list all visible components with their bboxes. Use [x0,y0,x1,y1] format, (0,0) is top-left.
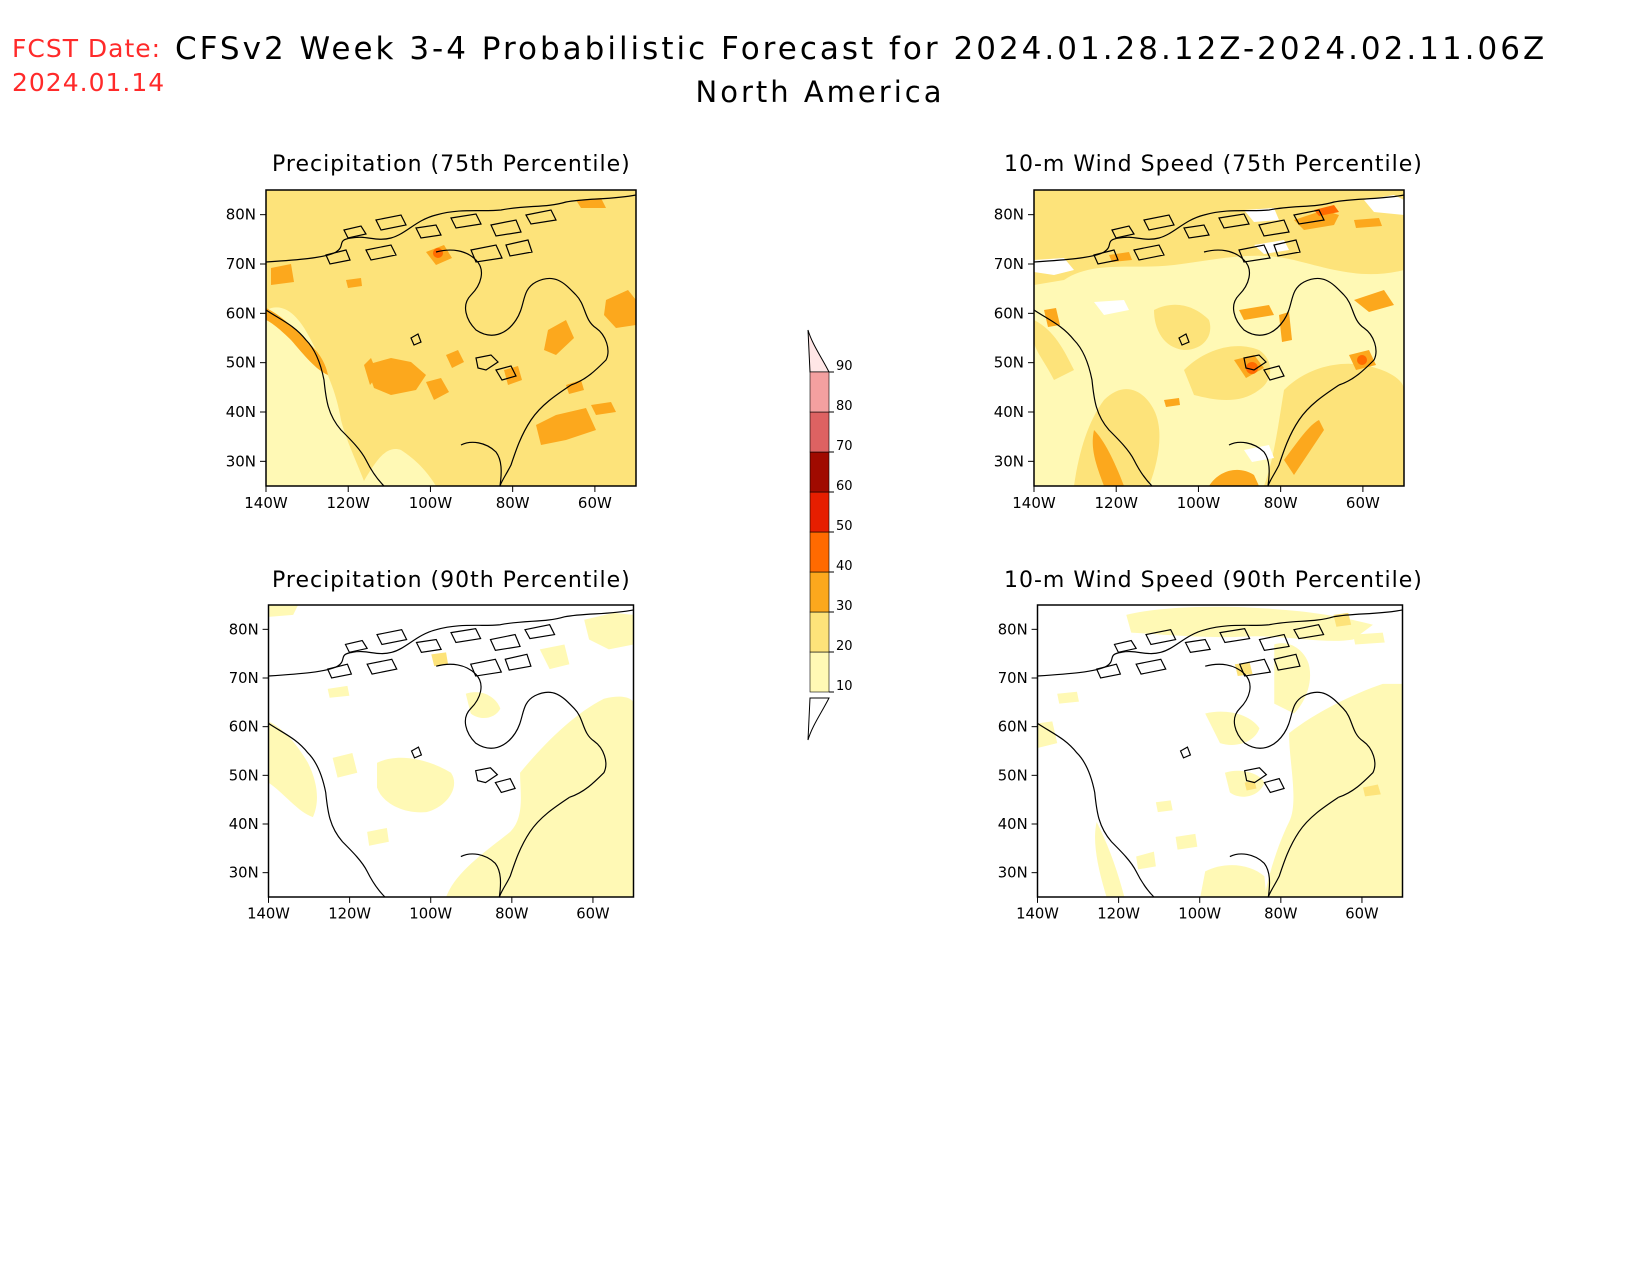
precip-75-lat-label: 40N [226,403,256,421]
wind-90-axes: 80N 70N 60N 50N 40N 30N 140W 120W 100W 80W 60W [998,621,1379,922]
fcst-date-label: FCST Date: [12,34,162,63]
colorbar-box [809,651,830,693]
colorbar-box [809,611,830,653]
precip-75-lat-label: 70N [226,255,256,273]
wind-90-lat-label: 30N [998,865,1028,882]
fcst-date-value: 2024.01.14 [12,68,166,97]
page-subtitle: North America [695,75,945,109]
precip-90-axes: 80N 70N 60N 50N 40N 30N 140W 120W 100W 80W 60W [229,621,610,922]
precip-75-lat-label: 50N [226,354,256,372]
wind-75-lat-label: 80N [994,206,1024,224]
wind-90-lat-label: 50N [998,767,1028,784]
colorbar-box [809,411,830,453]
wind-90-field [1037,605,1403,897]
colorbar-labels: 10 20 30 40 50 60 70 80 90 [829,359,853,694]
wind-75-lon-label: 80W [1264,494,1298,512]
wind-90-lon-label: 120W [1097,906,1140,923]
colorbar-boxes [809,371,830,693]
wind-75-lon-label: 120W [1094,494,1138,512]
panel-title-wind-90: 10-m Wind Speed (90th Percentile) [1004,568,1423,593]
precip-75-lon-label: 80W [496,494,530,512]
wind-90-lon-label: 100W [1178,906,1221,923]
wind-75-field [1034,190,1404,486]
precip-75-lon-label: 120W [326,494,370,512]
colorbar-label: 80 [836,399,853,414]
precip-90-lat-label: 70N [229,670,259,687]
colorbar-label: 60 [836,479,853,494]
map-precip-90: 80N 70N 60N 50N 40N 30N 140W 120W 100W 80W 60W [229,604,635,923]
wind-90-coastlines [1037,609,1403,898]
precip-90-lat-label: 80N [229,621,259,638]
precip-75-lon-label: 60W [578,494,612,512]
wind-75-lon-label: 140W [1012,494,1056,512]
wind-75-lat-label: 30N [994,452,1024,470]
wind-75-lat-label: 40N [994,403,1024,421]
map-precip-75: 80N 70N 60N 50N 40N 30N 140W 120W 100W 80W 60W [226,189,637,512]
colorbar-box [809,451,830,493]
colorbar-box [809,571,830,613]
colorbar-label: 70 [836,439,853,454]
wind-75-lon-label: 60W [1346,494,1380,512]
precip-90-field [268,605,634,897]
precip-75-lat-label: 60N [226,304,256,322]
precip-90-lon-label: 100W [409,906,452,923]
precip-75-lat-label: 80N [226,206,256,224]
precip-90-lon-label: 140W [247,906,290,923]
wind-90-lat-label: 60N [998,719,1028,736]
wind-90-lon-label: 60W [1345,906,1379,923]
precip-90-lat-label: 60N [229,719,259,736]
precip-90-lon-label: 120W [328,906,371,923]
colorbar-label: 50 [836,519,853,534]
wind-90-lat-label: 70N [998,670,1028,687]
precip-90-lon-label: 60W [576,906,610,923]
panel-title-wind-75: 10-m Wind Speed (75th Percentile) [1004,152,1423,177]
precip-75-field [266,190,636,486]
colorbar-box [809,491,830,533]
wind-90-lon-label: 80W [1264,906,1298,923]
wind-75-lat-label: 60N [994,304,1024,322]
precip-75-lat-label: 30N [226,452,256,470]
precip-75-axes: 80N 70N 60N 50N 40N 30N 140W 120W 100W 80W 60W [226,206,612,512]
precip-90-lat-label: 30N [229,865,259,882]
colorbar-label: 10 [836,679,853,694]
wind-90-lon-label: 140W [1016,906,1059,923]
precip-75-coastlines [265,194,637,487]
colorbar-label: 40 [836,559,853,574]
colorbar: 10 20 30 40 50 60 70 80 90 [807,329,853,741]
colorbar-label: 20 [836,639,853,654]
colorbar-top-cap [807,329,830,373]
panel-title-precip-90: Precipitation (90th Percentile) [272,568,631,593]
precip-90-lon-label: 80W [495,906,529,923]
map-wind-90: 80N 70N 60N 50N 40N 30N 140W 120W 100W 80W 60W [998,604,1404,923]
wind-75-lat-label: 70N [994,255,1024,273]
precip-90-lat-label: 50N [229,767,259,784]
wind-75-coastlines [1033,194,1405,487]
colorbar-bottom-cap [807,697,830,741]
precip-90-lat-label: 40N [229,816,259,833]
precip-75-lon-label: 140W [244,494,288,512]
colorbar-box [809,531,830,573]
wind-90-lat-label: 80N [998,621,1028,638]
precip-90-coastlines [268,609,634,898]
panel-title-precip-75: Precipitation (75th Percentile) [272,152,631,177]
map-wind-75: 80N 70N 60N 50N 40N 30N 140W 120W 100W 80W 60W [994,189,1405,512]
colorbar-box [809,371,830,413]
wind-75-axes: 80N 70N 60N 50N 40N 30N 140W 120W 100W 80W 60W [994,206,1380,512]
colorbar-label: 30 [836,599,853,614]
colorbar-label: 90 [836,359,853,374]
page-title: CFSv2 Week 3-4 Probabilistic Forecast fo… [175,31,1548,67]
wind-75-lon-label: 100W [1177,494,1221,512]
wind-90-lat-label: 40N [998,816,1028,833]
precip-75-lon-label: 100W [409,494,453,512]
wind-75-lat-label: 50N [994,354,1024,372]
